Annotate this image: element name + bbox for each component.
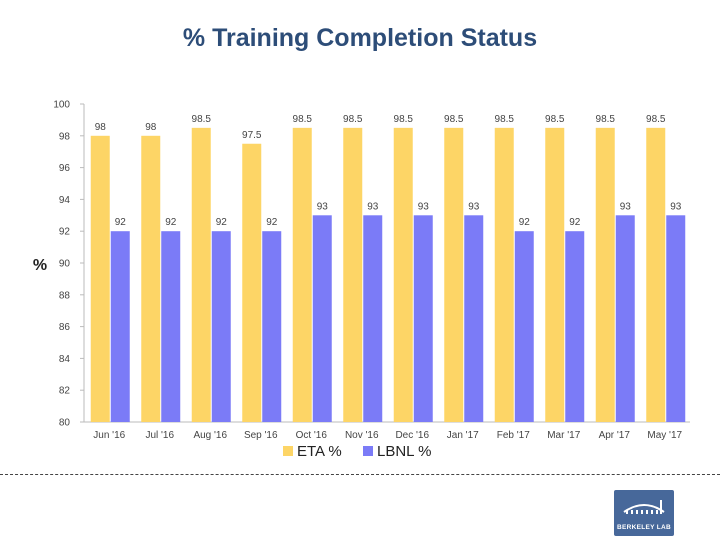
bar-lbnl xyxy=(413,215,433,422)
data-label: 92 xyxy=(569,217,581,228)
x-tick-label: Aug '16 xyxy=(193,430,227,441)
data-label: 98.5 xyxy=(343,114,363,125)
logo-text: BERKELEY LAB xyxy=(616,524,672,531)
y-tick-label: 80 xyxy=(59,418,71,429)
x-tick-label: Nov '16 xyxy=(345,430,379,441)
data-label: 92 xyxy=(519,217,531,228)
data-label: 98 xyxy=(145,122,157,133)
data-label: 93 xyxy=(468,201,480,212)
y-tick-label: 98 xyxy=(59,131,71,142)
data-label: 92 xyxy=(216,217,228,228)
data-label: 98.5 xyxy=(545,114,565,125)
bar-eta xyxy=(90,135,110,423)
bar-lbnl xyxy=(262,231,282,422)
y-tick-label: 100 xyxy=(53,100,70,111)
x-tick-label: May '17 xyxy=(647,430,682,441)
bar-lbnl xyxy=(161,231,181,422)
y-tick-label: 92 xyxy=(59,227,71,238)
bar-eta xyxy=(141,135,161,423)
data-label: 93 xyxy=(418,201,430,212)
data-label: 93 xyxy=(317,201,329,212)
x-tick-label: Feb '17 xyxy=(497,430,530,441)
data-label: 93 xyxy=(620,201,632,212)
bar-lbnl xyxy=(464,215,484,422)
data-label: 92 xyxy=(165,217,177,228)
y-axis-label: % xyxy=(33,257,47,274)
bar-eta xyxy=(444,127,464,422)
data-label: 98 xyxy=(95,122,107,133)
data-label: 98.5 xyxy=(444,114,464,125)
x-tick-label: Jul '16 xyxy=(145,430,174,441)
data-label: 98.5 xyxy=(394,114,414,125)
data-label: 98.5 xyxy=(495,114,515,125)
legend-label-eta: ETA % xyxy=(297,443,342,460)
data-label: 98.5 xyxy=(293,114,313,125)
bar-eta xyxy=(292,127,312,422)
data-label: 93 xyxy=(367,201,379,212)
bar-eta xyxy=(494,127,514,422)
bar-lbnl xyxy=(666,215,686,422)
bar-eta xyxy=(545,127,565,422)
bar-eta xyxy=(191,127,211,422)
data-label: 92 xyxy=(115,217,127,228)
x-tick-label: Mar '17 xyxy=(547,430,580,441)
bar-lbnl xyxy=(514,231,534,422)
y-tick-label: 94 xyxy=(59,195,71,206)
bar-chart: 80 82 84 86 88 90 92 94 96 98 100% Jun '16 Jul '16 Au… xyxy=(33,100,690,460)
bar-lbnl xyxy=(312,215,332,422)
x-tick-label: Jun '16 xyxy=(93,430,125,441)
y-tick-label: 90 xyxy=(59,259,71,270)
bar-eta xyxy=(393,127,413,422)
bar-eta xyxy=(646,127,666,422)
y-tick-label: 84 xyxy=(59,354,71,365)
x-tick-label: Dec '16 xyxy=(395,430,429,441)
data-label: 92 xyxy=(266,217,278,228)
berkeley-lab-logo: BERKELEY LAB xyxy=(614,490,674,536)
data-label: 93 xyxy=(670,201,682,212)
building-icon xyxy=(623,500,665,514)
y-tick-label: 82 xyxy=(59,386,71,397)
chart-title: % Training Completion Status xyxy=(182,24,538,52)
legend-swatch-lbnl xyxy=(363,446,373,456)
bar-eta xyxy=(595,127,615,422)
data-label: 98.5 xyxy=(192,114,212,125)
bar-eta xyxy=(343,127,363,422)
data-label: 97.5 xyxy=(242,130,262,141)
bar-lbnl xyxy=(615,215,635,422)
bar-lbnl xyxy=(110,231,130,422)
y-tick-label: 86 xyxy=(59,322,71,333)
x-tick-label: Jan '17 xyxy=(447,430,479,441)
data-label: 98.5 xyxy=(646,114,666,125)
data-label: 98.5 xyxy=(596,114,616,125)
y-tick-label: 88 xyxy=(59,290,71,301)
bar-lbnl xyxy=(565,231,585,422)
legend-label-lbnl: LBNL % xyxy=(377,443,431,460)
bar-lbnl xyxy=(363,215,383,422)
x-tick-label: Oct '16 xyxy=(296,430,328,441)
bar-eta xyxy=(242,143,262,422)
bar-lbnl xyxy=(211,231,231,422)
footer-divider xyxy=(0,474,720,475)
x-tick-label: Sep '16 xyxy=(244,430,278,441)
y-tick-label: 96 xyxy=(59,163,71,174)
legend-swatch-eta xyxy=(283,446,293,456)
x-tick-label: Apr '17 xyxy=(599,430,631,441)
